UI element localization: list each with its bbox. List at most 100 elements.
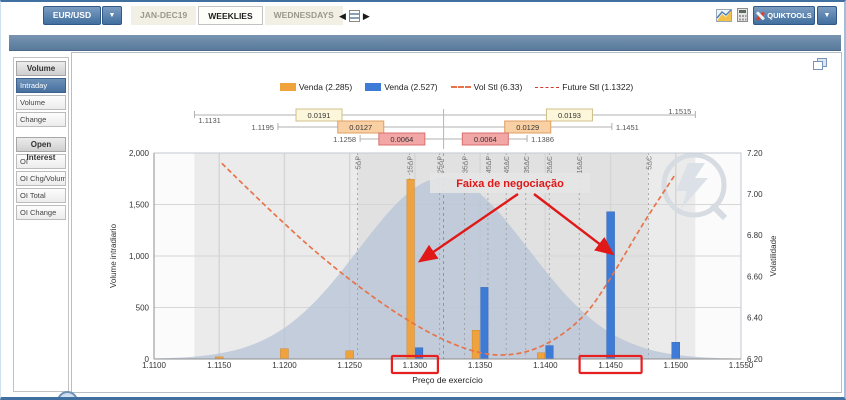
chart-image-icon[interactable] (716, 8, 732, 22)
legend-label: Venda (2.527) (384, 82, 438, 92)
y-axis-right-tick: 7.00 (747, 190, 763, 199)
tab-wednesdays[interactable]: WEDNESDAYS (264, 6, 343, 25)
delta-line-label: 45ΔP (486, 156, 493, 173)
pager-left-icon[interactable]: ◀ (339, 11, 346, 21)
y-axis-left-tick: 2,000 (129, 149, 150, 158)
pager-right-icon[interactable]: ▶ (362, 11, 370, 21)
x-axis-tick: 1.1200 (272, 361, 297, 370)
legend-swatch-vol-dash (450, 86, 471, 88)
y-axis-left-title: Volume intradiario (109, 223, 118, 288)
sidebar-item-oi-change[interactable]: OI Change (16, 205, 66, 220)
chart-panel: Venda (2.285) Venda (2.527) Vol Stl (6.3… (71, 52, 842, 393)
faixa-arrow (417, 193, 519, 263)
faixa-annotation: Faixa de negociação (417, 173, 615, 263)
tab-jan-dec19[interactable]: JAN-DEC19 (131, 6, 197, 25)
x-axis-tick: 1.1250 (337, 361, 362, 370)
header-band (9, 35, 841, 51)
venda-bar-orange (537, 352, 545, 360)
x-axis-tick: 1.1100 (142, 361, 166, 370)
legend-swatch-orange (279, 83, 296, 91)
quikstrike-watermark (661, 153, 728, 221)
x-axis-tick: 1.1550 (729, 361, 754, 370)
y-axis-left-tick: 1,500 (129, 200, 150, 209)
sidebar-item-oi[interactable]: OI (16, 154, 66, 169)
venda-bar-orange (406, 179, 415, 360)
range-bound: 1.1131 (198, 116, 220, 125)
y-axis-right-tick: 7.20 (747, 149, 763, 158)
legend-label: Vol Stl (6.33) (473, 82, 523, 92)
delta-line-label: 5ΔC (646, 156, 653, 170)
range-bracket-row: 0.0064 0.0064 1.1258 1.1386 (333, 132, 554, 146)
highlight-strike-box (390, 354, 439, 375)
faixa-label: Faixa de negociação (456, 178, 564, 190)
quiktools-dropdown-button[interactable]: ▼ (817, 6, 837, 25)
sidebar-item-oi-chg-volume[interactable]: OI Chg/Volume (16, 171, 66, 186)
x-axis-title: Preço de exercício (412, 375, 483, 385)
quiktools-button[interactable]: QUIKTOOLS (753, 6, 815, 25)
range-value: 0.0193 (558, 111, 581, 120)
tab-weeklies[interactable]: WEEKLIES (198, 6, 263, 25)
symbol-dropdown-button[interactable]: ▼ (102, 6, 122, 25)
delta-line-label: 35ΔP (462, 156, 469, 173)
range-value: 0.0064 (390, 135, 413, 144)
venda-bar-blue (480, 287, 489, 360)
symbol-button[interactable]: EUR/USD (43, 6, 101, 25)
x-axis-tick: 1.1500 (664, 361, 689, 370)
venda-bar-orange (345, 350, 354, 360)
range-bound: 1.1451 (616, 123, 639, 132)
legend-label: Venda (2.285) (298, 82, 353, 92)
venda-bar-blue (671, 342, 680, 360)
delta-line-label: 15ΔP (408, 156, 415, 173)
tools-icon (756, 11, 765, 20)
delta-line-label: 25ΔC (547, 156, 554, 174)
sidebar-item-volume[interactable]: Volume (16, 95, 66, 110)
y-axis-left-tick: 500 (136, 303, 150, 312)
delta-line-label: 35ΔC (524, 156, 531, 174)
y-axis-right-tick: 6.80 (747, 231, 763, 240)
expiry-tabs: JAN-DEC19 WEEKLIES WEDNESDAYS (131, 6, 343, 25)
legend-swatch-future-dash (535, 86, 560, 88)
y-axis-left-tick: 1,000 (129, 252, 150, 261)
y-axis-left-tick: 0 (145, 355, 150, 364)
delta-line-label: 25ΔP (438, 156, 445, 173)
y-axis-right-tick: 6.60 (747, 272, 763, 281)
range-bound: 1.1258 (333, 135, 356, 144)
vol-smile-line (221, 162, 677, 356)
legend-item-venda-call: Venda (2.527) (365, 82, 438, 92)
x-axis-tick: 1.1450 (598, 361, 623, 370)
sidebar-header-volume: Volume (16, 61, 66, 76)
strike-volume-chart: 5ΔP 15ΔP 25ΔP 35ΔP 45ΔP 45ΔC 35ΔC 25ΔC 15ΔC 5ΔC 0 5… (109, 107, 778, 385)
x-axis-tick: 1.1350 (468, 361, 493, 370)
sidebar-item-change[interactable]: Change (16, 112, 66, 127)
range-bound: 1.1195 (252, 123, 274, 132)
faixa-arrow (533, 193, 615, 256)
delta-line-label: 5ΔP (355, 156, 362, 170)
tab-list-icon[interactable] (348, 10, 360, 22)
chart-legend: Venda (2.285) Venda (2.527) Vol Stl (6.3… (72, 82, 841, 92)
y-axis-right-tick: 6.40 (747, 314, 763, 323)
legend-item-vol-stl: Vol Stl (6.33) (450, 82, 523, 92)
venda-bar-blue (606, 211, 615, 360)
sidebar-header-open-interest: Open Interest (16, 137, 66, 162)
sidebar-item-oi-total[interactable]: OI Total (16, 188, 66, 203)
x-axis-tick: 1.1300 (403, 361, 428, 370)
range-bound: 1.1386 (531, 135, 554, 144)
expected-range-distribution (154, 177, 741, 359)
y-axis-right-tick: 6.20 (747, 355, 763, 364)
toolbar-icons (716, 8, 748, 22)
range-value: 0.0064 (474, 135, 497, 144)
range-value: 0.0127 (349, 123, 372, 132)
sidebar: Volume Intraday Volume Change Open Inter… (13, 57, 69, 392)
legend-item-venda-put: Venda (2.285) (279, 82, 353, 92)
calculator-icon[interactable] (737, 8, 748, 22)
popout-icon[interactable] (813, 58, 827, 70)
delta-line-label: 15ΔC (577, 156, 584, 174)
legend-item-future-stl: Future Stl (1.1322) (535, 82, 633, 92)
range-bound: 1.1515 (668, 107, 691, 116)
y-axis-right-title: Volatilidade (769, 235, 778, 276)
x-axis-tick: 1.1400 (533, 361, 558, 370)
x-axis-tick: 1.1150 (207, 361, 231, 370)
sidebar-item-intraday[interactable]: Intraday (16, 78, 66, 93)
venda-bar-orange (471, 329, 480, 360)
